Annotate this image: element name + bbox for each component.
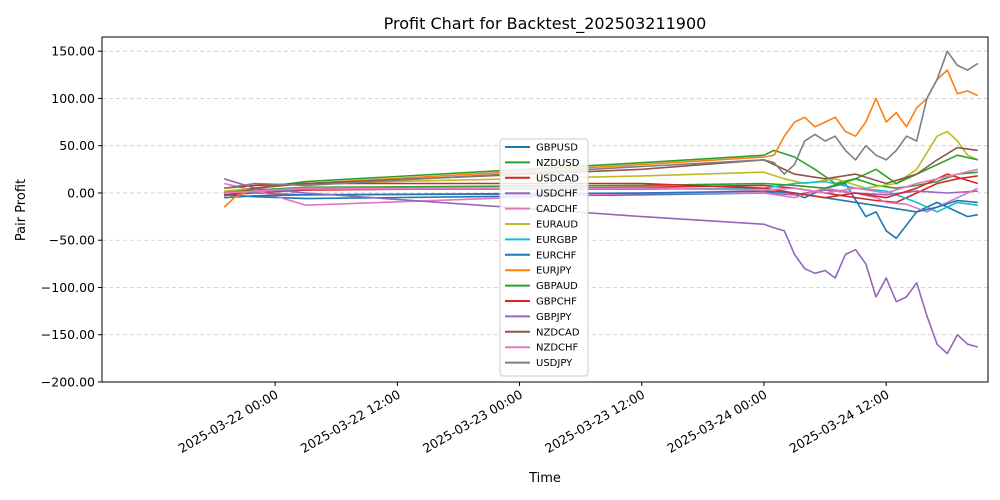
y-tick-label: 0.00 bbox=[67, 185, 95, 200]
series-line-gbpaud bbox=[224, 154, 978, 194]
legend-label: USDCAD bbox=[536, 173, 579, 184]
y-tick-label: 150.00 bbox=[51, 44, 95, 59]
series-line-eurgbp bbox=[224, 180, 978, 213]
chart-title: Profit Chart for Backtest_202503211900 bbox=[384, 14, 707, 34]
legend-label: EURGBP bbox=[536, 235, 577, 246]
legend-label: NZDCAD bbox=[536, 327, 580, 338]
series-line-gbpjpy bbox=[223, 178, 979, 355]
series-line-usdjpy bbox=[224, 50, 979, 189]
legend-label: NZDUSD bbox=[536, 158, 580, 169]
y-tick-label: 100.00 bbox=[51, 91, 95, 106]
x-tick-label: 2025-03-23 12:00 bbox=[542, 387, 647, 456]
legend-label: EURAUD bbox=[536, 220, 578, 231]
series-line-gbpusd bbox=[224, 182, 978, 240]
series-line-euraud bbox=[224, 130, 979, 192]
y-tick-label: 50.00 bbox=[59, 138, 95, 153]
x-tick-label: 2025-03-22 00:00 bbox=[176, 387, 281, 456]
legend-label: GBPAUD bbox=[536, 281, 578, 292]
legend-label: GBPJPY bbox=[536, 312, 572, 323]
y-tick-label: −200.00 bbox=[41, 375, 95, 390]
x-tick-label: 2025-03-23 00:00 bbox=[420, 387, 525, 456]
legend-label: EURJPY bbox=[536, 266, 572, 277]
legend: GBPUSD NZDUSD USDCAD USDCHF CADCHF EURAUD EURG… bbox=[499, 138, 589, 377]
x-tick-label: 2025-03-24 12:00 bbox=[787, 387, 892, 456]
legend-label: NZDCHF bbox=[536, 343, 579, 354]
x-axis: 2025-03-22 00:00 2025-03-22 12:00 2025-03-… bbox=[176, 382, 892, 456]
plot-frame bbox=[101, 36, 989, 383]
legend-label: EURCHF bbox=[536, 250, 577, 261]
series-line-nzdcad bbox=[224, 146, 978, 197]
legend-label: CADCHF bbox=[536, 204, 578, 215]
y-axis: −200.00 −150.00 −100.00 −50.00 0.00 50.00 100.… bbox=[41, 44, 102, 390]
y-tick-label: −150.00 bbox=[41, 327, 95, 342]
series-line-nzdchf bbox=[224, 168, 978, 194]
x-tick-label: 2025-03-24 00:00 bbox=[664, 387, 769, 456]
legend-label: USDCHF bbox=[536, 189, 578, 200]
y-axis-title: Pair Profit bbox=[14, 179, 29, 241]
legend-label: USDJPY bbox=[536, 358, 573, 369]
legend-label: GBPUSD bbox=[536, 143, 578, 154]
y-tick-label: −100.00 bbox=[41, 280, 95, 295]
series-layer bbox=[223, 50, 979, 355]
x-axis-title: Time bbox=[528, 471, 561, 486]
y-tick-label: −50.00 bbox=[49, 233, 95, 248]
legend-label: GBPCHF bbox=[536, 297, 577, 308]
x-tick-label: 2025-03-22 12:00 bbox=[298, 387, 403, 456]
